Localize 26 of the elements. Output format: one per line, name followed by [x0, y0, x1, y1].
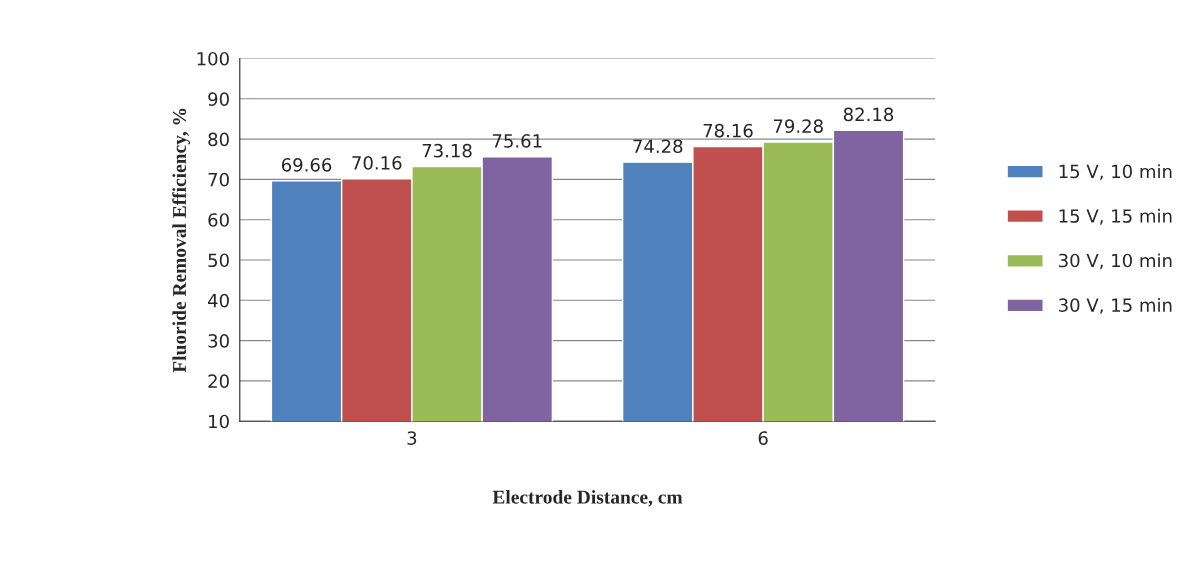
- y-tick-label: 40: [207, 293, 229, 308]
- data-label: 75.61: [492, 134, 542, 148]
- data-label: 74.28: [633, 139, 683, 154]
- y-tick-label: 30: [208, 334, 229, 348]
- data-label: 78.16: [703, 123, 753, 138]
- y-tick-label: 20: [208, 374, 229, 389]
- x-tick-label: 3: [407, 431, 417, 445]
- x-tick-label: 6: [758, 431, 768, 445]
- y-axis-title: Fluoride Removal Efficiency, %: [172, 108, 191, 373]
- data-label: 82.18: [843, 107, 894, 122]
- data-label: 69.66: [281, 158, 332, 172]
- y-tick-label: 70: [208, 172, 229, 187]
- data-label: 73.18: [422, 143, 472, 158]
- legend-label: 30 V, 15 min: [1059, 297, 1172, 314]
- y-tick-label: 60: [208, 213, 229, 227]
- y-tick-label: 50: [208, 253, 229, 268]
- legend-label: 15 V, 10 min: [1059, 164, 1172, 181]
- x-axis-title: Electrode Distance, cm: [492, 490, 683, 507]
- y-tick-label: 10: [209, 414, 229, 429]
- legend-label: 30 V, 10 min: [1059, 253, 1172, 270]
- legend-label: 15 V, 15 min: [1059, 208, 1172, 225]
- data-label: 79.28: [773, 119, 823, 133]
- y-tick-label: 80: [208, 132, 229, 147]
- y-tick-label: 90: [208, 92, 229, 106]
- data-label: 70.16: [352, 156, 402, 170]
- y-tick-label: 100: [197, 51, 229, 66]
